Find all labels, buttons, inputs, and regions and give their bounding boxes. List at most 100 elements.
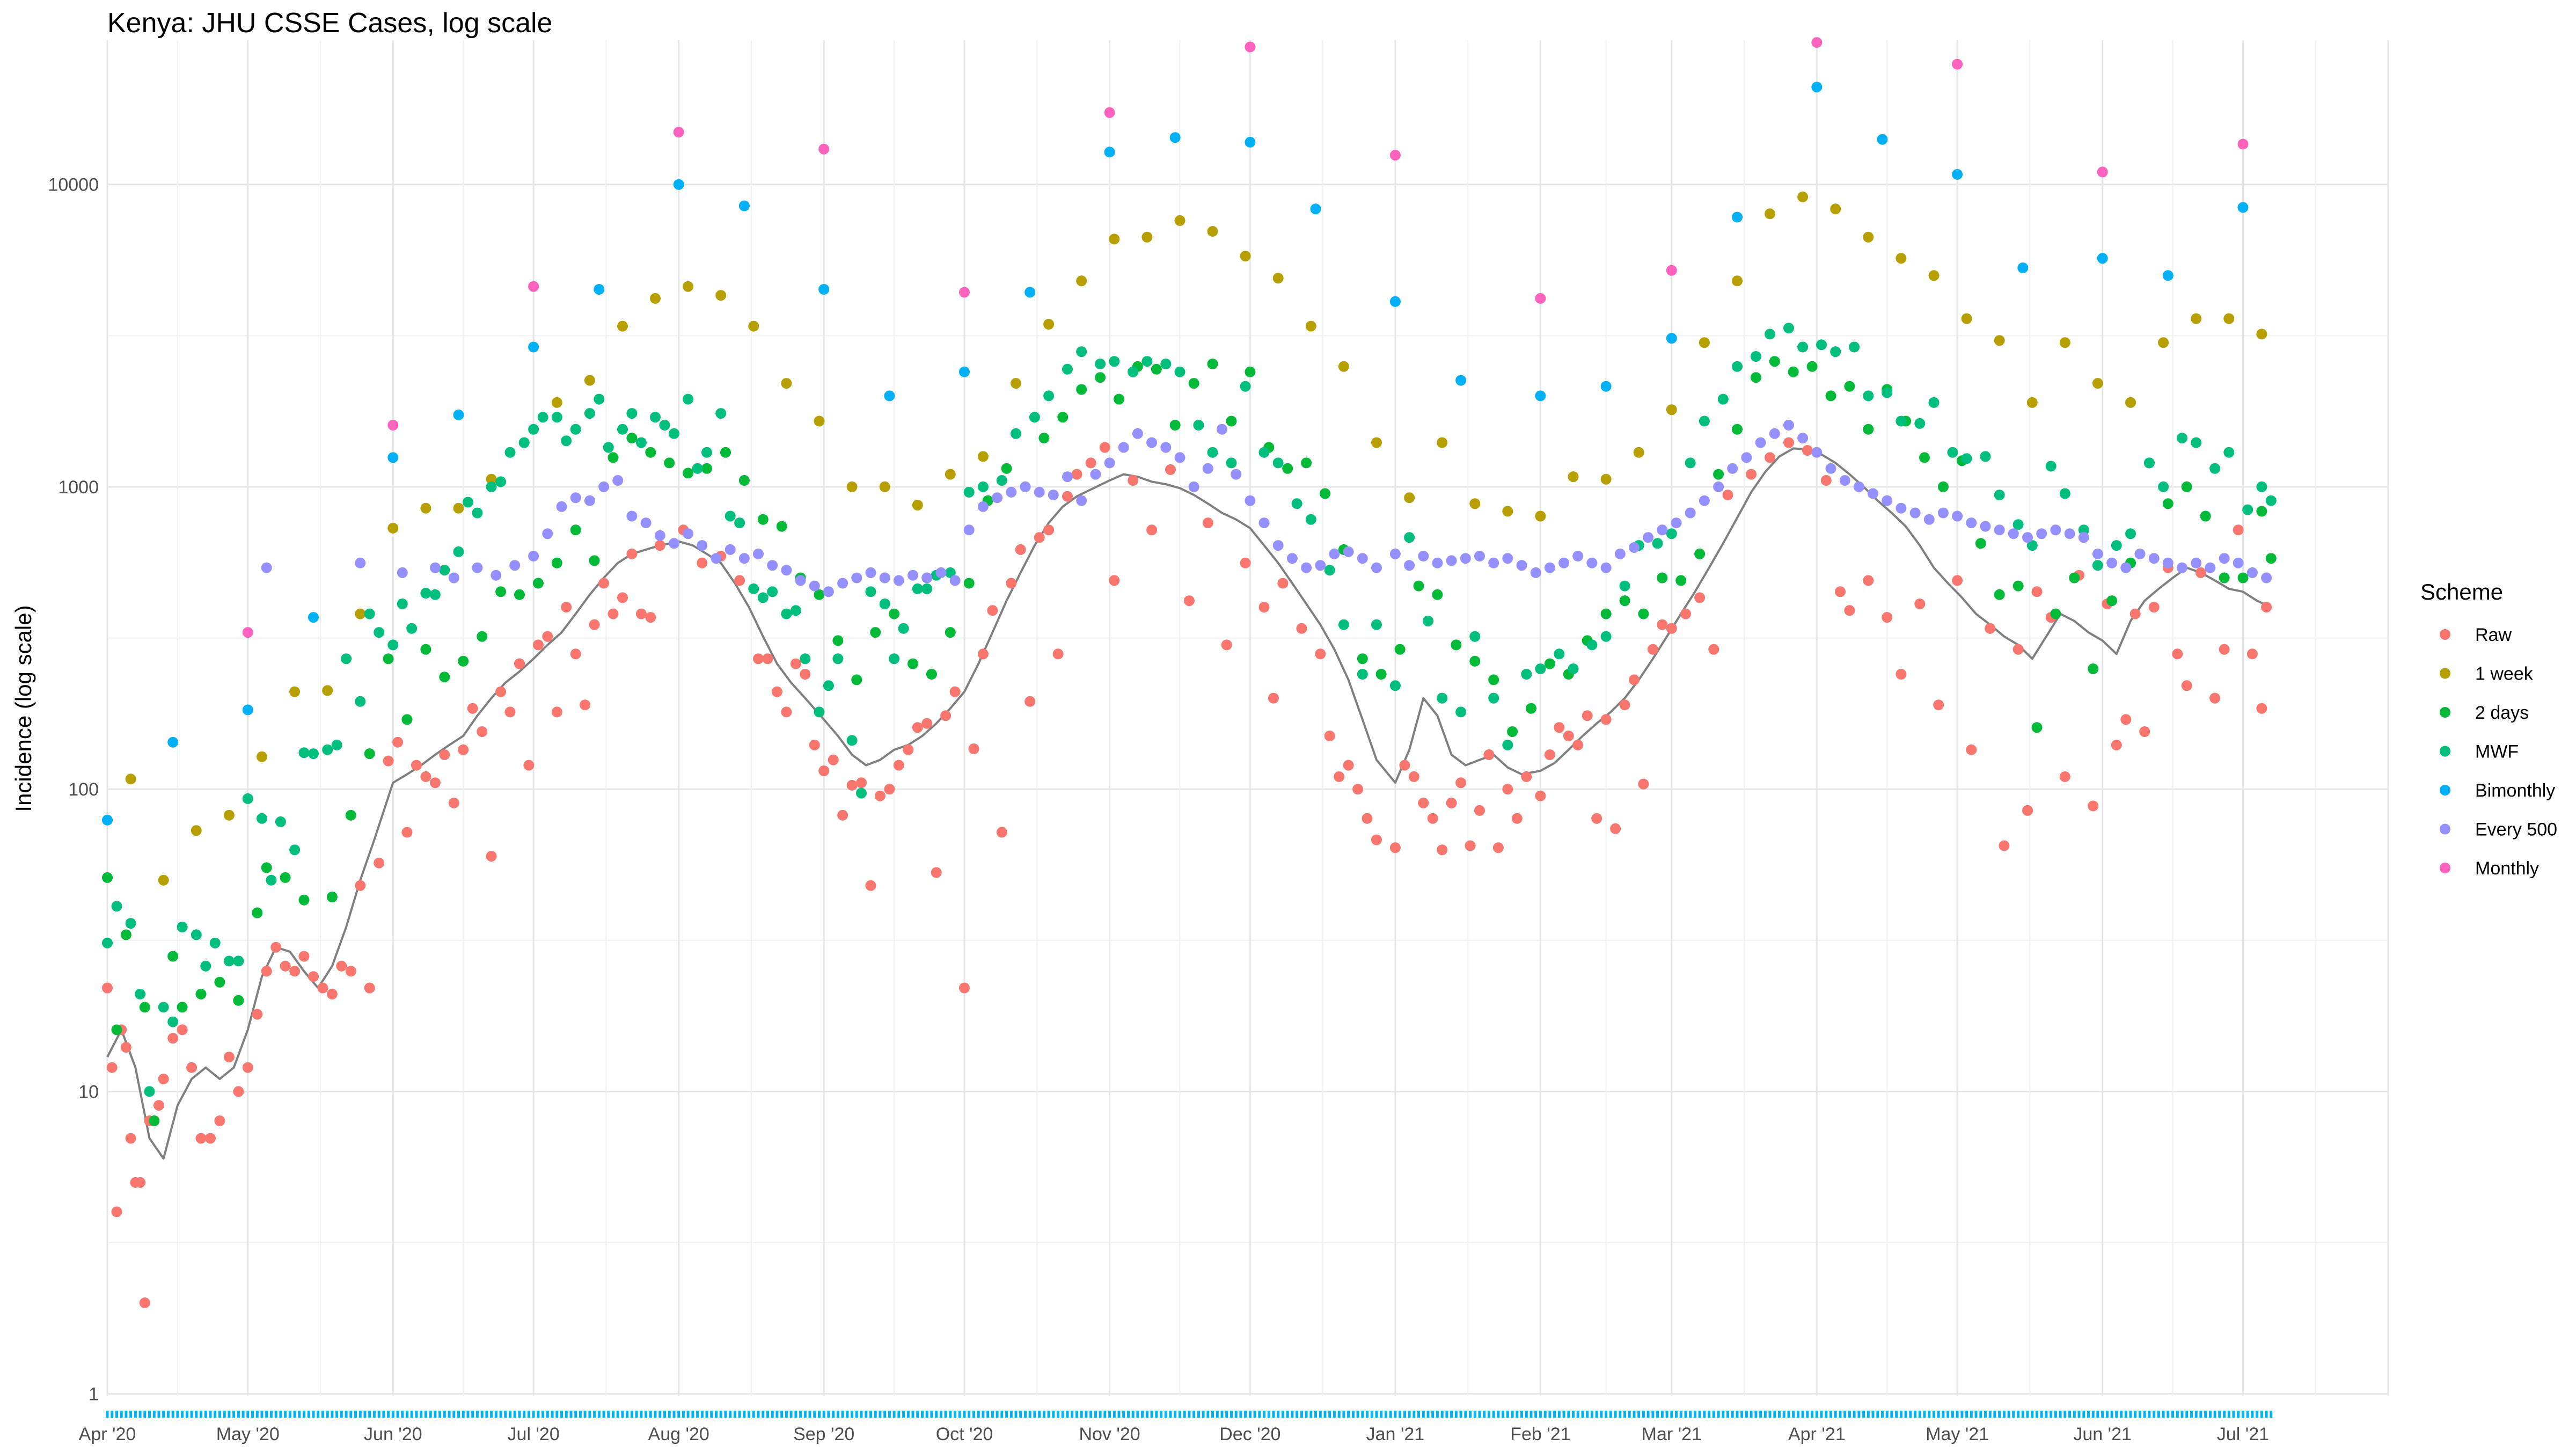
data-point [617,592,628,603]
data-point [1952,59,1963,70]
data-point [734,517,745,529]
data-point [1446,797,1457,808]
data-point [1099,442,1110,453]
data-point [1474,551,1485,561]
data-point [865,567,876,578]
data-point [1174,215,1185,226]
data-point [683,528,694,539]
data-point [683,393,694,405]
data-point [387,522,399,534]
data-point [1188,481,1199,492]
data-point [448,797,459,808]
data-point [1492,842,1504,853]
data-point [1666,528,1677,539]
data-point [1226,415,1237,427]
data-point [818,143,830,155]
data-point [1699,415,1710,427]
legend-label: MWF [2475,742,2519,762]
data-point [1937,507,1949,519]
data-point [1853,481,1864,492]
data-point [458,655,469,667]
data-point [298,894,310,906]
data-point [832,653,844,665]
data-point [1619,699,1630,711]
data-point [1240,557,1251,568]
data-point [223,1052,235,1063]
data-point [1272,540,1284,551]
data-point [879,572,890,583]
data-point [724,510,736,522]
data-point [1511,813,1523,824]
data-point [1446,555,1457,566]
data-point [542,631,553,642]
data-point [757,514,769,525]
data-point [669,428,679,439]
data-point [1521,771,1532,782]
data-point [2219,553,2230,564]
data-point [135,988,146,999]
data-point [125,774,136,785]
data-point [1882,387,1893,398]
data-point [1310,203,1321,215]
data-point [1638,608,1649,619]
legend-label: Bimonthly [2475,780,2555,801]
data-point [200,960,211,972]
data-point [809,739,820,750]
data-point [167,736,179,748]
data-point [1282,463,1293,474]
data-point [364,748,375,760]
data-point [1797,433,1809,444]
data-point [1034,532,1045,543]
data-point [1451,639,1462,651]
data-point [1502,784,1513,795]
data-point [1750,351,1761,362]
data-point [2092,560,2103,571]
data-point [767,560,778,571]
data-point [1535,510,1546,522]
data-point [2088,663,2099,674]
data-point [111,1024,122,1035]
data-point [1245,495,1256,506]
data-point [926,669,937,680]
data-point [514,589,525,600]
data-point [898,623,909,634]
data-point [626,433,638,444]
data-point [1502,506,1513,517]
data-point [1633,447,1644,458]
data-point [374,857,385,869]
data-point [1657,572,1668,583]
data-point [748,583,759,594]
data-point [429,777,441,789]
data-point [1437,437,1448,448]
data-point [2200,510,2211,522]
data-point [1118,442,1129,453]
x-tick-label: Jul '20 [508,1424,560,1444]
data-point [1389,680,1401,691]
data-point [1389,150,1401,161]
data-point [242,1062,253,1073]
data-point [1980,521,1991,532]
data-point [697,557,708,568]
data-point [1535,790,1546,801]
data-point [504,447,516,458]
x-tick-label: Apr '21 [1788,1424,1846,1444]
data-point [2219,644,2230,655]
data-point [1844,605,1855,616]
data-point [252,1009,263,1020]
data-point [570,648,581,660]
data-point [1755,437,1766,448]
data-point [2191,313,2202,324]
data-point [1052,648,1064,660]
data-point [326,988,338,999]
data-point [977,501,989,512]
data-point [814,415,825,427]
data-point [626,510,638,522]
data-point [1245,366,1256,377]
data-point [977,451,989,462]
data-point [1408,771,1419,782]
data-point [580,699,591,711]
data-point [2256,506,2267,517]
data-point [715,408,727,419]
data-point [167,951,179,962]
